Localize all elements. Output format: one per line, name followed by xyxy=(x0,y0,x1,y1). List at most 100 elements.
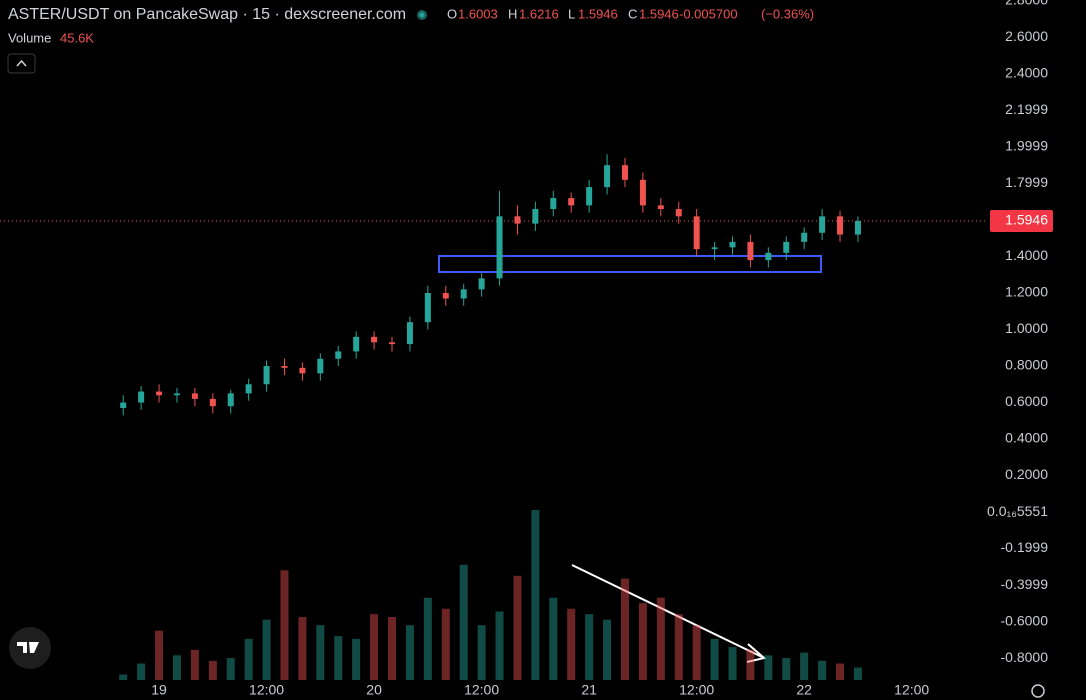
volume-bar xyxy=(477,625,486,680)
ohlc-l-label: L xyxy=(568,6,575,21)
x-tick-label: 12:00 xyxy=(249,682,284,698)
volume-bar xyxy=(334,636,343,680)
candle-body xyxy=(801,232,808,242)
volume-bar xyxy=(316,625,325,680)
candle-body xyxy=(693,216,700,250)
volume-bar xyxy=(800,652,809,680)
volume-bar xyxy=(208,660,217,680)
candle-body xyxy=(550,198,557,210)
last-price-box xyxy=(990,209,1053,232)
ohlc-low: 1.5946 xyxy=(578,6,618,21)
volume-bar xyxy=(531,510,540,680)
volume-bar xyxy=(853,667,862,680)
candle-body xyxy=(657,205,664,210)
candle-body xyxy=(353,336,360,352)
tv-logo-mark xyxy=(17,642,39,653)
candle-body xyxy=(227,393,234,407)
y-tick-label: 2.6000 xyxy=(1005,28,1048,44)
volume-label: Volume xyxy=(8,30,51,45)
volume-bar xyxy=(262,619,271,680)
volume-bar xyxy=(782,658,791,680)
x-tick-label: 21 xyxy=(581,682,597,698)
volume-bar xyxy=(620,578,629,680)
volume-bar xyxy=(137,663,146,680)
support-zone xyxy=(438,255,822,273)
y-tick-label: 2.1999 xyxy=(1005,101,1048,117)
volume-value: 45.6K xyxy=(60,30,94,45)
volume-bar xyxy=(190,649,199,680)
candle-body xyxy=(281,366,288,368)
volume-bar xyxy=(244,638,253,680)
y-tick-label: 1.9999 xyxy=(1005,138,1048,154)
volume-bar xyxy=(638,603,647,680)
candle-body xyxy=(783,241,790,253)
candle-body xyxy=(837,216,844,235)
last-price-label: 1.5946 xyxy=(1005,212,1048,228)
candle-body xyxy=(442,292,449,299)
candle-body xyxy=(819,216,826,233)
volume-bar xyxy=(459,564,468,680)
y-tick-label: 0.2000 xyxy=(1005,466,1048,482)
candle-body xyxy=(406,322,413,345)
candle-body xyxy=(317,358,324,374)
candle-body xyxy=(371,336,378,343)
candle-body xyxy=(191,393,198,399)
candle-body xyxy=(120,402,127,408)
candle-body xyxy=(621,165,628,180)
candle-body xyxy=(424,292,431,323)
candle-body xyxy=(586,187,593,206)
ohlc-high: 1.6216 xyxy=(519,6,559,21)
x-tick-label: 19 xyxy=(151,682,167,698)
candle-body xyxy=(460,289,467,299)
volume-bar xyxy=(728,647,737,680)
volume-bar xyxy=(298,616,307,680)
volume-bar xyxy=(585,614,594,680)
candle-body xyxy=(765,252,772,261)
arrow-head xyxy=(746,643,767,663)
status-dot-core xyxy=(419,12,425,18)
candle-body xyxy=(639,179,646,206)
y-tick-label: 2.8000 xyxy=(1005,0,1048,8)
settings-icon[interactable] xyxy=(1031,684,1045,698)
candle-body xyxy=(729,241,736,248)
candle-body xyxy=(245,384,252,394)
y-tick-label: 2.4000 xyxy=(1005,65,1048,81)
x-tick-label: 22 xyxy=(796,682,812,698)
ohlc-o-label: O xyxy=(447,6,457,21)
y-tick-label: 1.4000 xyxy=(1005,247,1048,263)
y-tick-label: 0.8000 xyxy=(1005,357,1048,373)
volume-bar xyxy=(495,611,504,680)
y-tick-label: 0.0₁₆5551 xyxy=(987,503,1048,519)
volume-bar xyxy=(674,614,683,680)
ohlc-open: 1.6003 xyxy=(458,6,498,21)
y-tick-label: 1.7999 xyxy=(1005,174,1048,190)
candle-body xyxy=(532,209,539,224)
collapse-button[interactable] xyxy=(7,53,36,74)
ohlc-change-pct: (−0.36%) xyxy=(761,6,814,21)
candle-body xyxy=(675,209,682,217)
candle-body xyxy=(711,247,718,250)
volume-bar xyxy=(746,649,755,680)
volume-bar xyxy=(603,619,612,680)
y-tick-label: -0.6000 xyxy=(1001,612,1049,628)
candle-body xyxy=(568,198,575,206)
volume-bar xyxy=(119,674,128,680)
y-tick-label: 1.2000 xyxy=(1005,284,1048,300)
y-tick-label: -0.3999 xyxy=(1001,576,1049,592)
candle-body xyxy=(854,220,861,235)
candle-body xyxy=(299,367,306,374)
candle-body xyxy=(747,241,754,261)
volume-bar xyxy=(710,638,719,680)
volume-bar xyxy=(388,616,397,680)
volume-bar xyxy=(405,625,414,680)
chart-title: ASTER/USDT on PancakeSwap · 15 · dexscre… xyxy=(8,6,406,23)
volume-bar xyxy=(172,655,181,680)
volume-bar xyxy=(549,597,558,680)
candle-body xyxy=(173,393,180,396)
ohlc-change: -0.005700 xyxy=(679,6,738,21)
candle-body xyxy=(478,278,485,290)
volume-bar xyxy=(226,658,235,680)
y-tick-label: -0.8000 xyxy=(1001,649,1049,665)
